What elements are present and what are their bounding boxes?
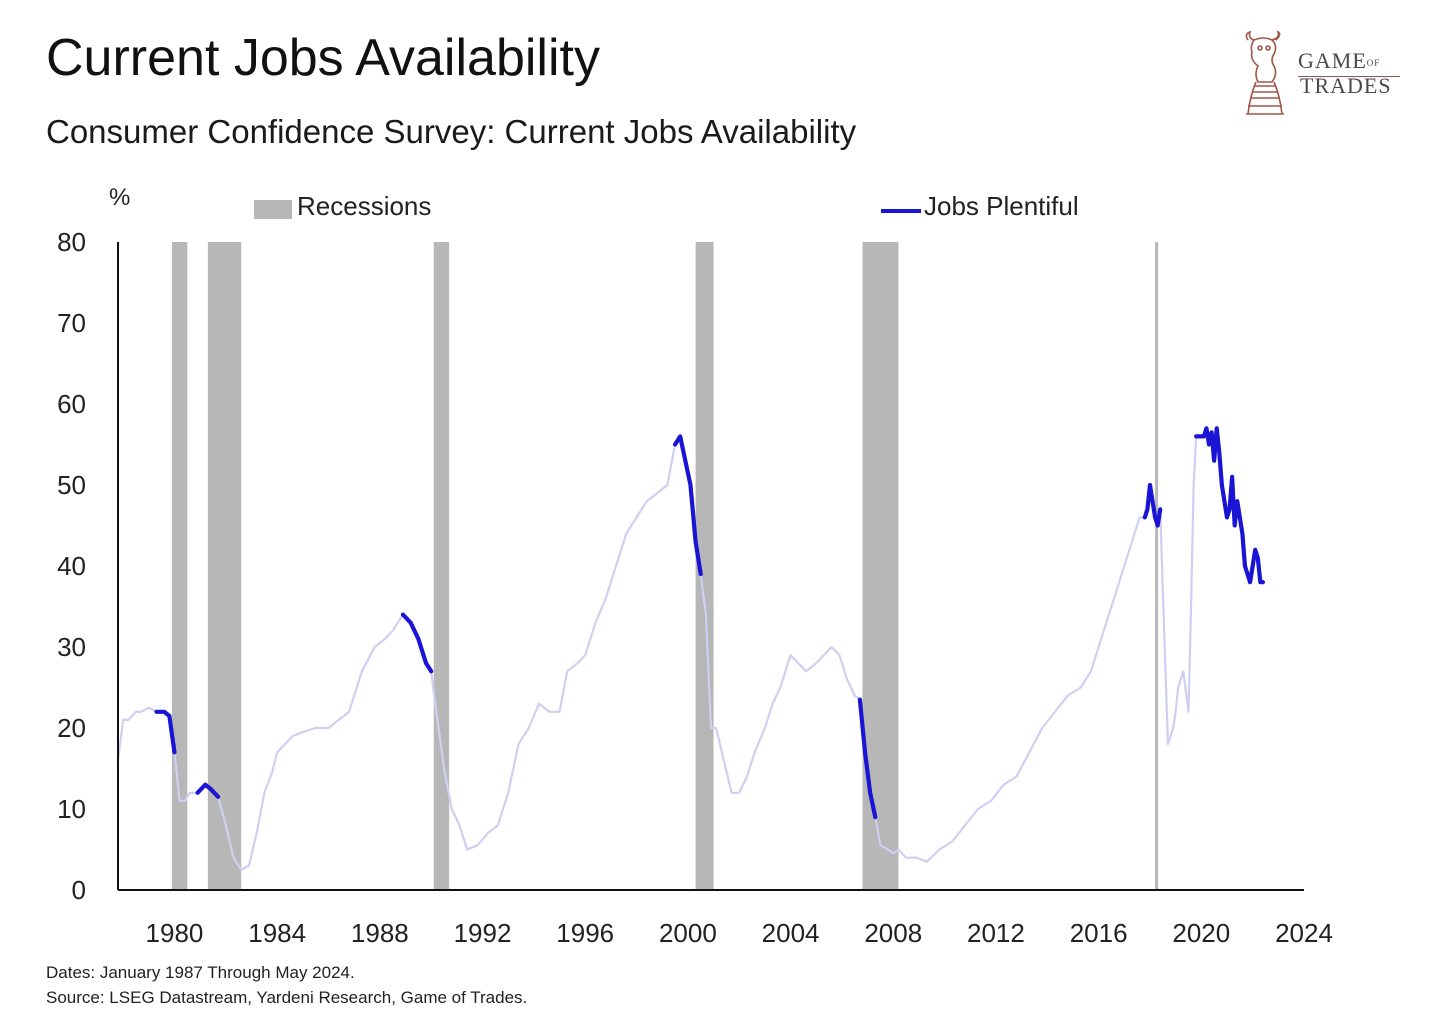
x-tick-label-2000: 2000: [659, 918, 717, 948]
recession-bands: [171, 242, 1159, 890]
jobs-availability-chart: 0 10 20 30 40 50 60 70 80 1980 1984 1988 1992 1996 200…: [57, 184, 1333, 948]
page-title: Current Jobs Availability: [46, 29, 600, 87]
footer-source: Source: LSEG Datastream, Yardeni Researc…: [46, 988, 528, 1007]
series-highlight-2: [195, 782, 221, 799]
chart-subtitle: Consumer Confidence Survey: Current Jobs…: [46, 113, 857, 150]
x-tick-label-1988: 1988: [351, 918, 409, 948]
y-tick-label-20: 20: [57, 713, 86, 743]
recession-band-5: [862, 242, 899, 890]
footer-dates: Dates: January 1987 Through May 2024.: [46, 963, 355, 982]
legend: Recessions Jobs Plentiful %: [109, 184, 1079, 221]
y-tick-label-0: 0: [72, 875, 86, 905]
x-tick-label-1992: 1992: [454, 918, 512, 948]
x-tick-label-2024: 2024: [1275, 918, 1333, 948]
logo-text-trades: TRADES: [1300, 72, 1392, 98]
x-tick-label-2016: 2016: [1070, 918, 1128, 948]
axes: 0 10 20 30 40 50 60 70 80 1980 1984 1988 1992 1996 200…: [57, 227, 1333, 948]
x-tick-label-2012: 2012: [967, 918, 1025, 948]
y-tick-label-30: 30: [57, 632, 86, 662]
y-tick-label-50: 50: [57, 470, 86, 500]
y-tick-label-60: 60: [57, 389, 86, 419]
recession-band-3: [433, 242, 450, 890]
recession-band-1: [171, 242, 188, 890]
y-tick-label-10: 10: [57, 794, 86, 824]
x-tick-label-1980: 1980: [146, 918, 204, 948]
series-highlight-1: [154, 709, 177, 755]
y-tick-label-80: 80: [57, 227, 86, 257]
logo-text: GAMEOF TRADES: [1298, 50, 1392, 97]
x-tick-label-1996: 1996: [556, 918, 614, 948]
x-tick-label-2004: 2004: [762, 918, 820, 948]
series-highlight-5: [857, 697, 878, 820]
bull-chess-knight-icon: [1245, 30, 1284, 115]
recession-band-6: [1155, 242, 1159, 890]
y-tick-label-40: 40: [57, 551, 86, 581]
logo-text-game: GAME: [1298, 48, 1367, 73]
series-highlight-6: [1142, 482, 1163, 528]
legend-recessions-swatch: [254, 200, 292, 219]
logo-divider: [1298, 76, 1400, 77]
legend-jobs-plentiful-label: Jobs Plentiful: [924, 191, 1079, 221]
game-of-trades-logo: GAMEOF TRADES: [1236, 30, 1416, 122]
series-line-full: [116, 427, 1263, 871]
y-tick-label-70: 70: [57, 308, 86, 338]
y-axis-unit-label: %: [109, 184, 130, 211]
series-highlight-7: [1194, 426, 1266, 585]
x-tick-label-2008: 2008: [864, 918, 922, 948]
series-highlight-3: [400, 612, 434, 674]
logo-text-of: OF: [1366, 57, 1381, 68]
series-highlight-4: [672, 434, 703, 577]
series-lines: [116, 426, 1266, 871]
recession-band-4: [695, 242, 714, 890]
legend-recessions-label: Recessions: [297, 191, 431, 221]
x-tick-label-2020: 2020: [1172, 918, 1230, 948]
recession-band-2: [207, 242, 242, 890]
x-tick-label-1984: 1984: [248, 918, 306, 948]
